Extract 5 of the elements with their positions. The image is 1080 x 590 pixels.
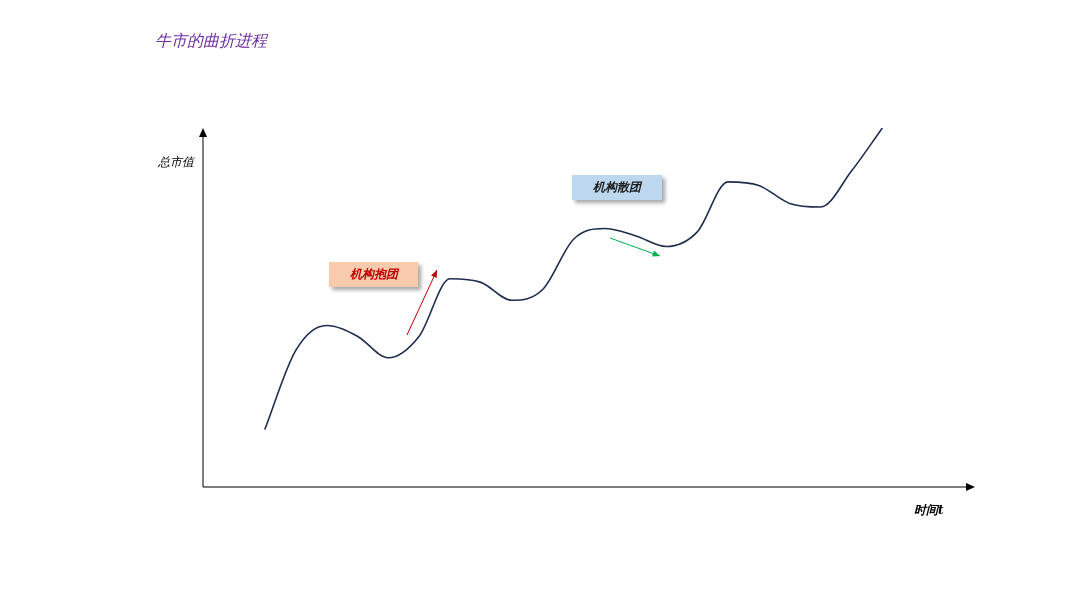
note-box: 机构抱团 xyxy=(329,262,418,287)
x-axis-title: 时间t xyxy=(914,502,944,519)
y-axis-title: 总市值 xyxy=(158,154,194,171)
note-box: 机构散团 xyxy=(572,175,662,200)
chart-title: 牛市的曲折进程 xyxy=(155,31,267,52)
